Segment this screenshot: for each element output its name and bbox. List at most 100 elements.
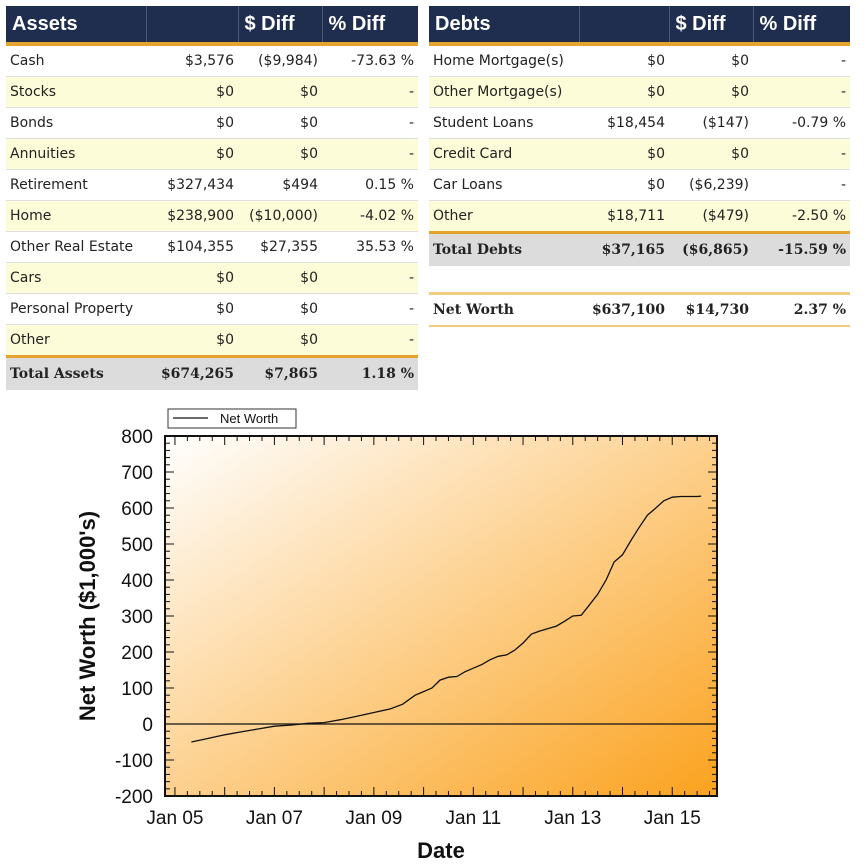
- row-label: Other: [6, 324, 146, 357]
- table-row: Credit Card $0 $0-: [429, 138, 850, 170]
- debts-table: Debts $ Diff % Diff Home Mortgage(s) $0 $0…: [429, 6, 850, 327]
- debts-pct-header: % Diff: [752, 6, 850, 46]
- x-tick-label: Jan 07: [246, 808, 303, 829]
- row-label: Other Mortgage(s): [429, 76, 579, 108]
- row-diff: $0: [238, 262, 322, 294]
- assets-pct-header: % Diff: [321, 6, 418, 46]
- y-tick-label: 800: [121, 427, 153, 448]
- row-pct: -: [753, 138, 850, 170]
- row-label: Home: [6, 200, 146, 232]
- row-label: Credit Card: [429, 138, 579, 170]
- table-row: Personal Property $0 $0-: [6, 293, 418, 325]
- row-pct: -4.02 %: [322, 200, 418, 232]
- debts-header: Debts: [429, 6, 579, 46]
- row-label: Student Loans: [429, 107, 579, 139]
- row-pct: -: [322, 324, 418, 357]
- table-row: Stocks $0 $0-: [6, 76, 418, 108]
- row-pct: -: [753, 76, 850, 108]
- row-diff: $0: [669, 44, 753, 77]
- x-tick-label: Jan 15: [644, 808, 701, 829]
- y-tick-label: 300: [121, 607, 153, 628]
- row-diff: ($10,000): [238, 200, 322, 232]
- y-axis-label: Net Worth ($1,000's): [75, 511, 100, 721]
- table-row: Other Real Estate $104,355 $27,355 35.53 %: [6, 231, 418, 263]
- row-value: $0: [579, 138, 669, 170]
- total-assets-row-diff: $7,865: [238, 355, 322, 390]
- row-value: $238,900: [146, 200, 238, 232]
- row-pct: -0.79 %: [753, 107, 850, 139]
- net-worth-row-diff: $14,730: [669, 292, 753, 327]
- row-value: $0: [146, 293, 238, 325]
- row-value: $0: [146, 262, 238, 294]
- row-diff: ($147): [669, 107, 753, 139]
- row-label: Home Mortgage(s): [429, 44, 579, 77]
- row-diff: $0: [238, 293, 322, 325]
- table-row: Cash $3,576 ($9,984) -73.63 %: [6, 44, 418, 77]
- row-label: Cash: [6, 44, 146, 77]
- table-row: Bonds $0 $0-: [6, 107, 418, 139]
- row-pct: -: [753, 169, 850, 201]
- table-row: Student Loans $18,454 ($147) -0.79 %: [429, 107, 850, 139]
- row-label: Stocks: [6, 76, 146, 108]
- x-tick-label: Jan 09: [345, 808, 402, 829]
- y-tick-label: 700: [121, 463, 153, 484]
- table-row: Other $18,711 ($479) -2.50 %: [429, 200, 850, 233]
- assets-value-header: [145, 6, 238, 46]
- row-value: $18,454: [579, 107, 669, 139]
- net-worth-chart: -200 -100 0 100 200 300 400 500 600 700 800 Jan 05…: [75, 408, 718, 863]
- total-debts-row-pct: -15.59 %: [753, 231, 850, 266]
- table-row: Annuities $0 $0-: [6, 138, 418, 170]
- x-tick-label: Jan 05: [146, 808, 203, 829]
- table-row: Retirement $327,434 $494 0.15 %: [6, 169, 418, 201]
- assets-table: Assets $ Diff % Diff Cash $3,576 ($9,984) -…: [6, 6, 418, 390]
- row-label: Retirement: [6, 169, 146, 201]
- x-axis-label: Date: [417, 838, 465, 863]
- total-assets-row-label: Total Assets: [6, 355, 146, 390]
- row-label: Car Loans: [429, 169, 579, 201]
- row-label: Other Real Estate: [6, 231, 146, 263]
- row-label: Personal Property: [6, 293, 146, 325]
- x-tick-label: Jan 13: [544, 808, 601, 829]
- row-label: Annuities: [6, 138, 146, 170]
- debts-diff-header: $ Diff: [668, 6, 753, 46]
- debts-value-header: [578, 6, 669, 46]
- total-debts-row-diff: ($6,865): [669, 231, 753, 266]
- row-pct: -: [753, 44, 850, 77]
- table-row: Home Mortgage(s) $0 $0-: [429, 44, 850, 77]
- row-label: Cars: [6, 262, 146, 294]
- table-row: Home $238,900 ($10,000) -4.02 %: [6, 200, 418, 232]
- row-diff: $494: [238, 169, 322, 201]
- net-worth-line: [191, 495, 702, 743]
- row-pct: -: [322, 138, 418, 170]
- total-assets-row-value: $674,265: [146, 355, 238, 390]
- legend: Net Worth: [167, 408, 297, 429]
- row-pct: -: [322, 293, 418, 325]
- row-diff: $27,355: [238, 231, 322, 263]
- table-row: Car Loans $0 ($6,239) -: [429, 169, 850, 201]
- row-pct: 0.15 %: [322, 169, 418, 201]
- y-tick-label: 500: [121, 535, 153, 556]
- y-tick-label: 100: [121, 679, 153, 700]
- row-pct: -: [322, 107, 418, 139]
- total-assets-row-pct: 1.18 %: [322, 355, 418, 390]
- row-diff: $0: [669, 76, 753, 108]
- assets-header: Assets: [6, 6, 146, 46]
- spacer-row: [429, 266, 850, 294]
- row-diff: ($9,984): [238, 44, 322, 77]
- row-diff: $0: [238, 324, 322, 357]
- plot-frame: [164, 435, 718, 797]
- row-diff: ($479): [669, 200, 753, 233]
- row-diff: $0: [238, 138, 322, 170]
- row-value: $0: [146, 107, 238, 139]
- assets-diff-header: $ Diff: [237, 6, 322, 46]
- plot-area: [165, 436, 717, 796]
- row-value: $0: [146, 324, 238, 357]
- legend-label: Net Worth: [220, 411, 278, 426]
- row-label: Other: [429, 200, 579, 233]
- row-value: $0: [579, 76, 669, 108]
- total-debts-row-label: Total Debts: [429, 231, 579, 266]
- row-value: $327,434: [146, 169, 238, 201]
- y-tick-label: 200: [121, 643, 153, 664]
- row-pct: -: [322, 262, 418, 294]
- row-pct: -2.50 %: [753, 200, 850, 233]
